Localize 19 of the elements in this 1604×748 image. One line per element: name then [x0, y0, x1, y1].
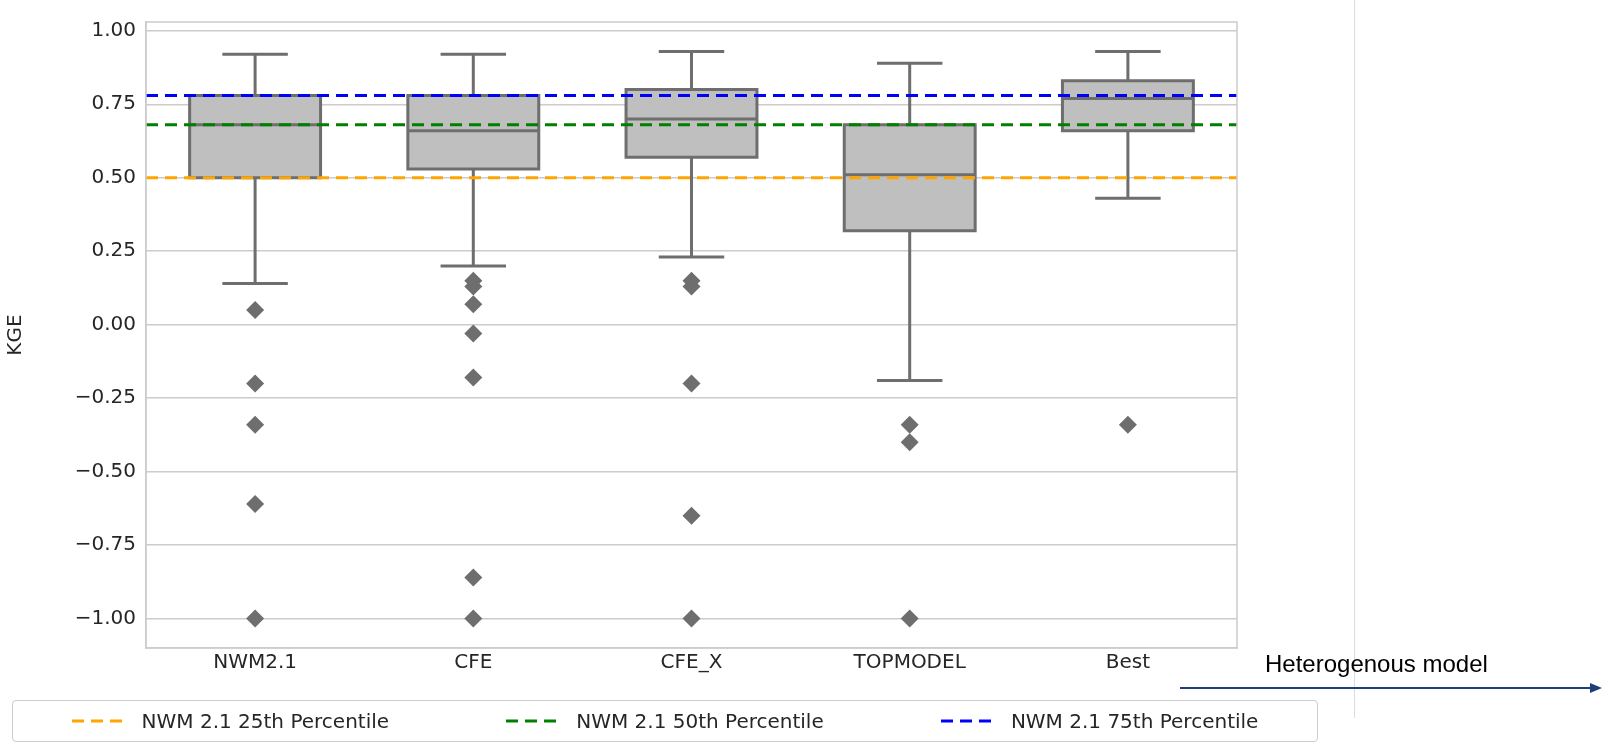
y-tick-label: −1.00	[74, 604, 136, 629]
legend-label: NWM 2.1 75th Percentile	[1010, 709, 1259, 733]
y-tick-label: 1.00	[91, 17, 136, 42]
y-tick-label: −0.25	[74, 384, 136, 409]
x-tick-label: TOPMODEL	[852, 649, 967, 674]
y-tick-label: 0.50	[91, 163, 136, 188]
x-tick-label: NWM2.1	[213, 649, 298, 674]
x-tick-label: CFE	[454, 649, 493, 674]
x-tick-label: Best	[1105, 649, 1151, 674]
legend-label: NWM 2.1 50th Percentile	[576, 709, 824, 733]
x-tick-label: CFE_X	[660, 649, 723, 674]
y-tick-label: 0.25	[91, 237, 136, 262]
text: Heterogenous model	[1265, 650, 1488, 678]
y-tick-label: −0.75	[74, 531, 136, 556]
legend-label: NWM 2.1 25th Percentile	[141, 709, 390, 733]
y-tick-label: −0.50	[74, 457, 136, 482]
y-axis-title: KGE	[2, 314, 27, 356]
y-tick-label: 0.75	[91, 90, 136, 115]
y-tick-label: 0.00	[91, 310, 136, 335]
